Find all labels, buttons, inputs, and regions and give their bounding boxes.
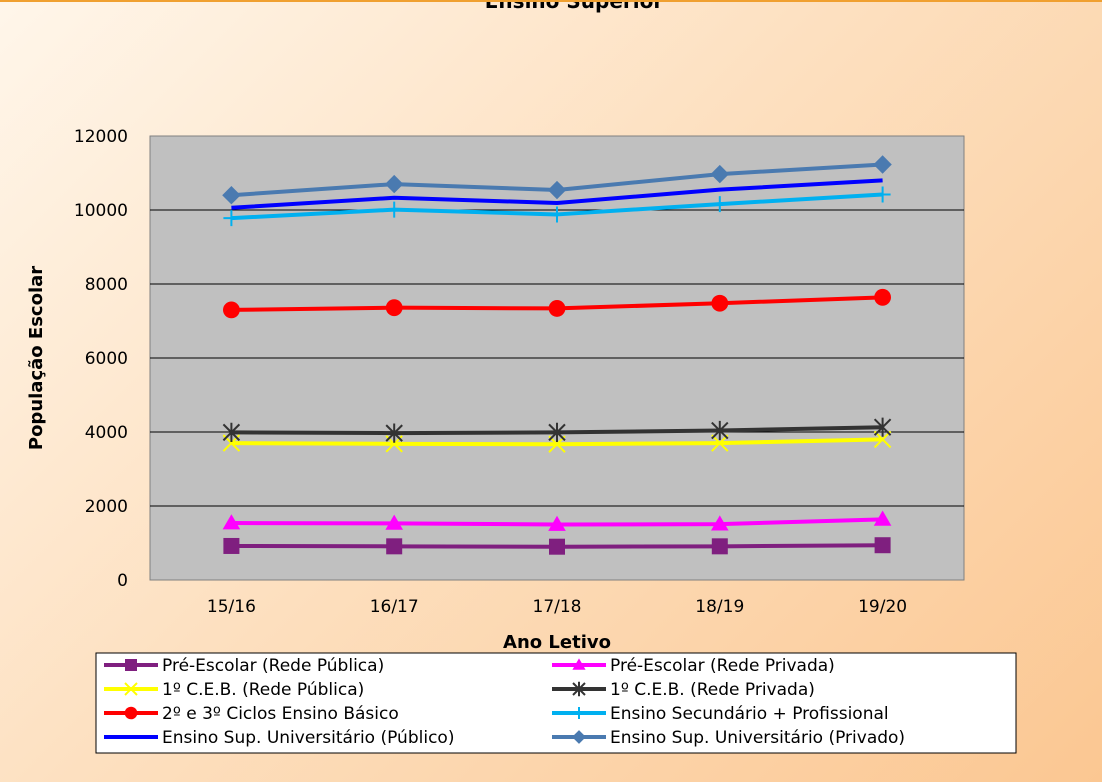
data-point [711,515,729,531]
data-point [874,288,891,306]
legend-marker [573,707,585,719]
data-point [548,515,566,531]
data-point [223,537,240,554]
legend-marker [572,658,586,670]
y-axis-ticks: 0 2000 4000 6000 8000 10000 12000 [74,127,128,591]
series-lines [222,155,892,555]
data-point [711,420,729,441]
legend-label: Ensino Sup. Universitário (Público) [162,728,454,748]
data-point [873,510,892,526]
legend-entry: Ensino Sup. Universitário (Privado) [552,728,905,748]
data-point [547,180,567,200]
data-point [222,422,241,442]
legend-entry: Ensino Sup. Universitário (Público) [104,728,454,748]
y-axis-title: População Escolar [26,266,47,450]
series-1 [223,537,891,555]
data-point [711,196,728,213]
data-point [873,417,892,437]
data-point [548,300,566,317]
legend-label: 1º C.E.B. (Rede Privada) [610,680,815,700]
legend: Pré-Escolar (Rede Pública) Pré-Escolar (R… [104,656,905,748]
x-tick-label: 17/18 [533,597,582,617]
legend-label: Pré-Escolar (Rede Privada) [610,656,835,676]
data-point [385,423,403,443]
y-tick-label: 2000 [85,497,128,517]
legend-marker [124,706,138,720]
data-point [873,430,892,449]
series-8 [222,155,892,205]
legend-label: Pré-Escolar (Rede Pública) [162,656,384,676]
data-point [874,186,891,203]
legend-label: 1º C.E.B. (Rede Pública) [162,680,364,700]
x-tick-label: 16/17 [370,597,419,617]
x-axis-ticks: 15/16 16/17 17/18 18/19 19/20 [207,597,907,617]
data-point [386,538,403,555]
legend-marker [572,681,586,697]
chart-title: Ensino Superior [485,2,664,13]
y-tick-label: 0 [117,571,128,591]
series-line [231,178,883,210]
data-point [711,294,729,312]
data-point [385,174,404,194]
data-point [386,201,403,218]
data-point [385,514,403,530]
legend-marker [125,659,137,671]
y-tick-label: 12000 [74,127,128,147]
legend-entry: 1º C.E.B. (Rede Pública) [104,680,364,700]
series-7 [231,178,883,210]
data-point [549,206,565,223]
legend-entry: Pré-Escolar (Rede Pública) [104,656,384,676]
y-tick-label: 4000 [85,423,128,443]
y-tick-label: 6000 [85,349,128,369]
legend-marker [572,730,586,744]
data-point [711,434,729,452]
legend-label: 2º e 3º Ciclos Ensino Básico [162,704,399,724]
x-axis-title: Ano Letivo [503,632,611,653]
data-point [223,301,240,319]
data-point [711,538,728,555]
legend-marker [124,682,138,696]
legend-label: Ensino Secundário + Profissional [610,704,889,724]
data-point [874,537,891,554]
legend-entry: 2º e 3º Ciclos Ensino Básico [104,704,399,724]
x-tick-label: 15/16 [207,597,256,617]
legend-label: Ensino Sup. Universitário (Privado) [610,728,905,748]
series-5 [223,288,891,319]
legend-entry: 1º C.E.B. (Rede Privada) [552,680,815,700]
data-point [549,538,565,555]
legend-entry: Pré-Escolar (Rede Privada) [552,656,835,676]
legend-entry: Ensino Secundário + Profissional [552,704,889,724]
series-4 [222,417,892,443]
x-tick-label: 19/20 [858,597,907,617]
y-tick-label: 8000 [85,275,128,295]
data-point [710,164,729,184]
data-point [548,422,566,442]
series-2 [222,510,892,531]
data-point [222,514,241,530]
y-tick-label: 10000 [74,201,128,221]
data-point [873,155,892,174]
data-point [222,186,241,205]
series-6 [223,186,891,227]
data-point [385,299,403,317]
x-tick-label: 18/19 [695,597,744,617]
data-point [223,210,240,227]
